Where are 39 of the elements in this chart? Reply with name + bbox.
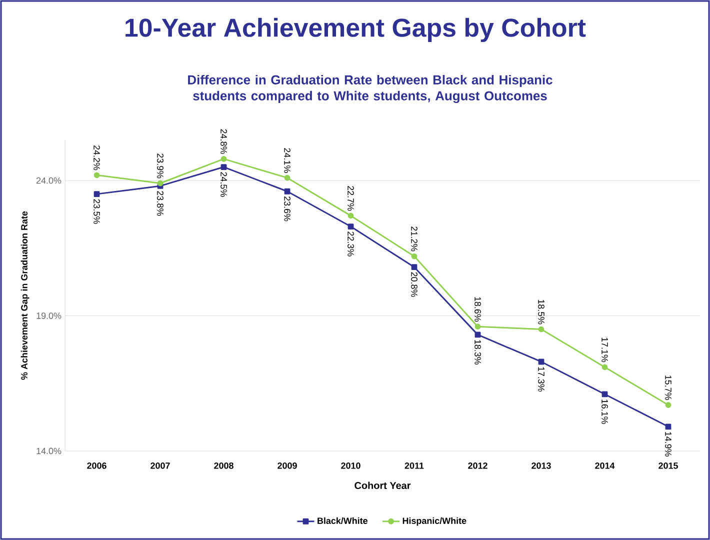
data-label: 17.3% <box>538 367 544 392</box>
data-label: 24.8% <box>220 129 227 154</box>
data-label: 22.7% <box>348 186 354 211</box>
x-tick-label: 2011 <box>404 462 424 469</box>
data-label: 24.1% <box>284 148 290 173</box>
x-tick-label: 2012 <box>468 462 488 469</box>
y-tick-label: 19.0% <box>36 312 62 319</box>
data-label: 23.5% <box>94 199 100 224</box>
chart-title: 10-Year Achievement Gaps by Cohort <box>126 18 586 42</box>
data-label: 16.1% <box>602 400 608 424</box>
data-label: 20.8% <box>411 272 418 297</box>
x-tick-label: 2013 <box>532 462 551 469</box>
x-tick-label: 2007 <box>150 462 170 469</box>
x-tick-label: 2008 <box>214 462 234 469</box>
y-tick-label: 14.0% <box>36 448 62 454</box>
data-label: 21.2% <box>411 226 418 252</box>
data-label: 14.9% <box>665 432 672 456</box>
x-tick-label: 2006 <box>87 462 106 469</box>
data-label: 24.2% <box>94 145 100 170</box>
x-tick-label: 2009 <box>278 462 297 469</box>
data-label: 18.5% <box>538 300 544 324</box>
data-label: 24.5% <box>220 172 227 197</box>
data-label: 23.6% <box>284 196 290 222</box>
x-tick-label: 2010 <box>341 462 360 469</box>
y-axis-title: % Achievement Gap in Graduation Rate <box>20 211 30 380</box>
data-label: 23.9% <box>157 154 164 178</box>
legend-label: Hispanic/White <box>402 517 466 526</box>
legend-label: Black/White <box>318 517 368 524</box>
x-axis-title: Cohort Year <box>354 482 411 490</box>
data-label: 15.7% <box>665 376 672 400</box>
x-tick-label: 2015 <box>658 462 678 469</box>
x-tick-label: 2014 <box>595 462 615 469</box>
data-label: 23.8% <box>157 191 164 216</box>
data-label: 17.1% <box>602 338 608 362</box>
data-label: 18.6% <box>474 297 481 322</box>
data-label: 22.3% <box>348 232 354 256</box>
chart-subtitle: Difference in Graduation Rate between Black and Hispanic students compared to White students, August Outcomes <box>188 74 552 104</box>
y-tick-label: 24.0% <box>36 177 62 184</box>
data-label: 18.3% <box>474 340 481 364</box>
